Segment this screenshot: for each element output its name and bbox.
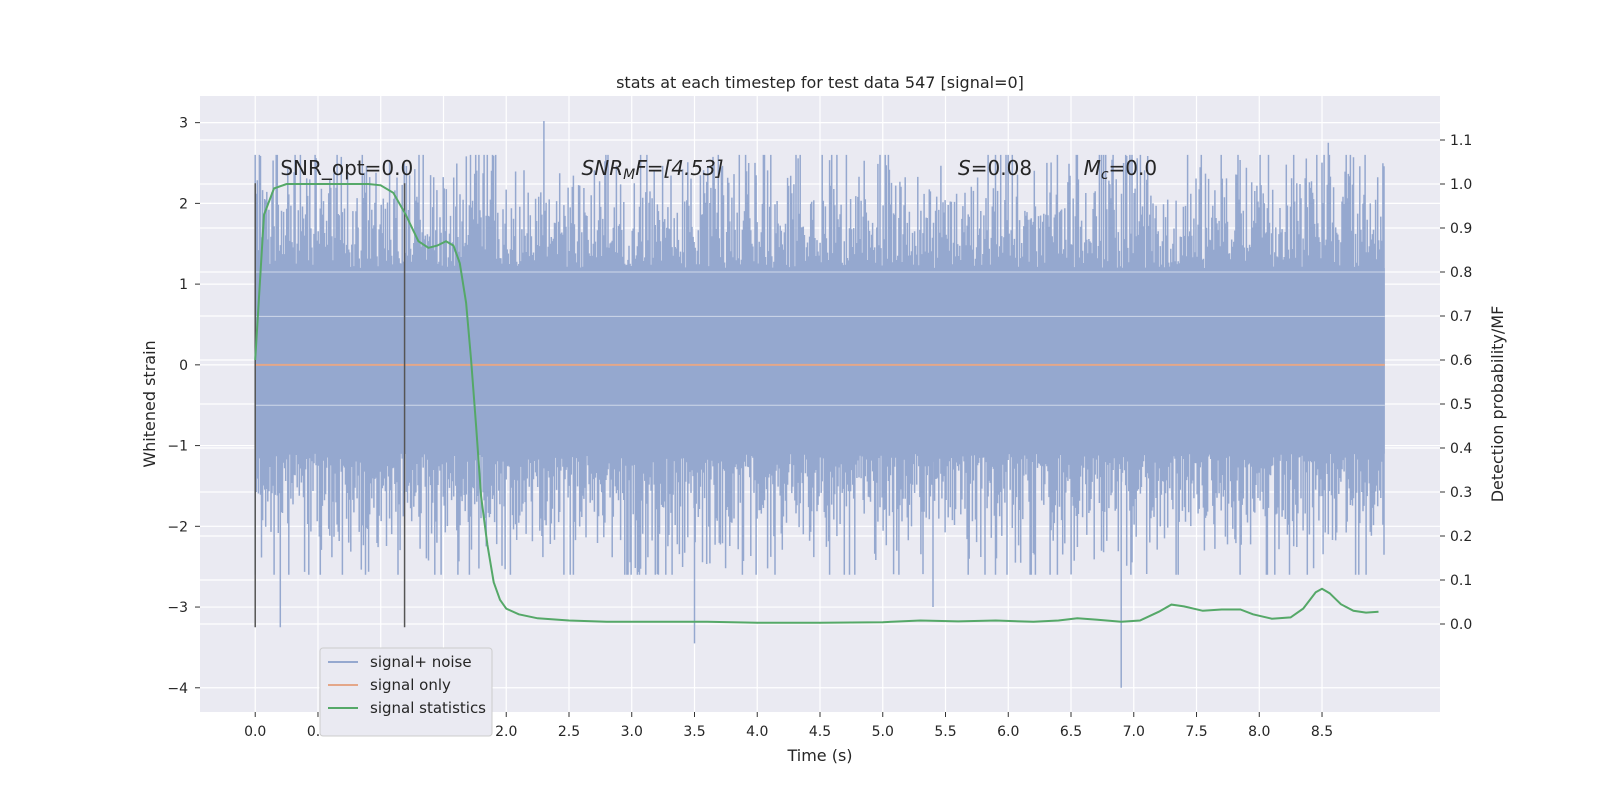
x-tick-label-7: 3.5 [683,724,705,740]
y2-tick-label-0: 0.0 [1450,617,1472,633]
annotation-1: SNRMF=[4.53] [582,156,724,183]
x-tick-label-0: 0.0 [244,724,266,740]
y2-tick-label-11: 1.1 [1450,133,1472,149]
y2-tick-label-7: 0.7 [1450,309,1472,325]
x-tick-label-4: 2.0 [495,724,517,740]
legend-label-signal-statistics: signal statistics [370,699,486,717]
vertical-markers [254,183,406,628]
y2-axis-label: Detection probability/MF [1488,306,1507,503]
y-tick-label-2: −2 [167,519,188,535]
y-tick-label-3: −1 [167,439,188,455]
x-tick-label-12: 6.0 [997,724,1019,740]
annotation-2: S=0.08 [958,156,1032,180]
annotations: SNR_opt=0.0 SNRMF=[4.53] S=0.08 Mc=0.0 [280,156,1157,183]
y-tick-label-4: 0 [179,358,188,374]
y2-tick-label-8: 0.8 [1450,265,1472,281]
y2-tick-label-6: 0.6 [1450,353,1472,369]
series-signal-statistics [254,183,1379,624]
y2-tick-label-10: 1.0 [1450,177,1472,193]
x-tick-label-6: 3.0 [621,724,643,740]
x-tick-label-8: 4.0 [746,724,768,740]
x-tick-label-15: 7.5 [1185,724,1207,740]
y-axis-left: −4 −3 −2 −1 0 1 2 3 [167,116,200,697]
x-tick-label-14: 7.0 [1123,724,1145,740]
y-tick-label-5: 1 [179,277,188,293]
y-tick-label-1: −3 [167,600,188,616]
legend-label-signal-plus-noise: signal+ noise [370,653,472,671]
annotation-0: SNR_opt=0.0 [280,156,413,180]
signal-statistics-line [254,183,1379,624]
x-axis-label: Time (s) [786,746,852,765]
y2-tick-label-2: 0.2 [1450,529,1472,545]
y2-tick-label-5: 0.5 [1450,397,1472,413]
series-signal-plus-noise [254,121,1385,688]
y-axis-label: Whitened strain [140,340,159,467]
legend-label-signal-only: signal only [370,676,451,694]
y2-tick-label-4: 0.4 [1450,441,1472,457]
y2-tick-label-1: 0.1 [1450,573,1472,589]
x-tick-label-17: 8.5 [1311,724,1333,740]
x-tick-label-16: 8.0 [1248,724,1270,740]
y-tick-label-7: 3 [179,116,188,132]
y2-tick-label-3: 0.3 [1450,485,1472,501]
y2-tick-label-9: 0.9 [1450,221,1472,237]
x-tick-label-13: 6.5 [1060,724,1082,740]
y-axis-right: 0.0 0.1 0.2 0.3 0.4 0.5 0.6 0.7 0.8 0.9 1.0 1.1 [1440,133,1472,633]
chart-title: stats at each timestep for test data 547… [616,73,1024,92]
x-tick-label-10: 5.0 [872,724,894,740]
annotation-3: Mc=0.0 [1084,156,1158,183]
x-tick-label-11: 5.5 [934,724,956,740]
x-tick-label-5: 2.5 [558,724,580,740]
legend: signal+ noise signal only signal statist… [319,647,493,737]
y-tick-label-6: 2 [179,196,188,212]
legend-box [319,647,493,737]
y-tick-label-0: −4 [167,681,188,697]
x-tick-label-9: 4.5 [809,724,831,740]
